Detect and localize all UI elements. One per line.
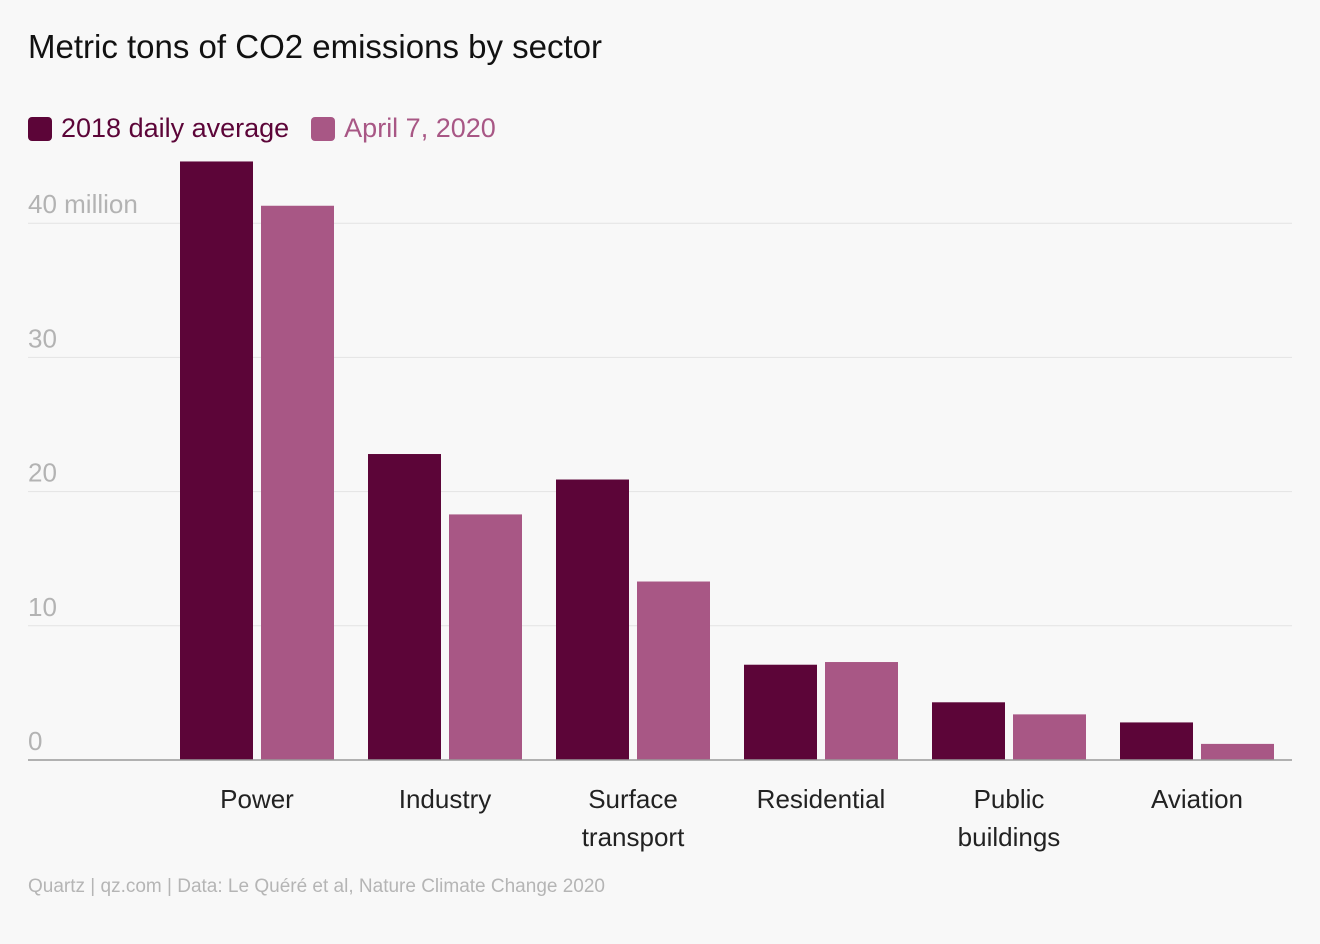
x-tick-label: transport <box>582 822 685 852</box>
y-tick-label: 30 <box>28 323 57 353</box>
y-tick-label: 40 million <box>28 189 138 219</box>
bar <box>932 702 1005 760</box>
legend-label-2020: April 7, 2020 <box>344 113 496 143</box>
legend-label-2018: 2018 daily average <box>61 113 290 143</box>
x-tick-label: Aviation <box>1151 784 1243 814</box>
bar <box>180 161 253 760</box>
bar <box>1013 714 1086 760</box>
y-tick-label: 0 <box>28 726 42 756</box>
bar <box>1201 743 1274 760</box>
x-tick-label: Industry <box>399 784 492 814</box>
legend-item-2018: 2018 daily average <box>28 113 289 144</box>
x-tick-label: buildings <box>958 822 1061 852</box>
chart-title: Metric tons of CO2 emissions by sector <box>28 28 603 65</box>
x-tick-label: Surface <box>588 784 678 814</box>
x-tick-label: Residential <box>757 784 886 814</box>
legend-item-2020: April 7, 2020 <box>311 113 496 144</box>
bar <box>1120 722 1193 760</box>
legend: 2018 daily average April 7, 2020 <box>28 113 518 144</box>
bar <box>449 514 522 760</box>
y-tick-label: 20 <box>28 458 57 488</box>
bar <box>637 581 710 760</box>
legend-swatch-2020 <box>311 116 336 141</box>
source-note: Quartz | qz.com | Data: Le Quéré et al, … <box>28 876 605 897</box>
bar <box>261 205 334 760</box>
y-tick-label: 10 <box>28 592 57 622</box>
x-tick-label: Public <box>974 784 1045 814</box>
legend-swatch-2018 <box>28 116 52 141</box>
bar <box>556 479 629 760</box>
bar <box>368 454 441 760</box>
x-tick-label: Power <box>220 784 294 814</box>
bar <box>744 664 817 760</box>
bar <box>825 662 898 760</box>
